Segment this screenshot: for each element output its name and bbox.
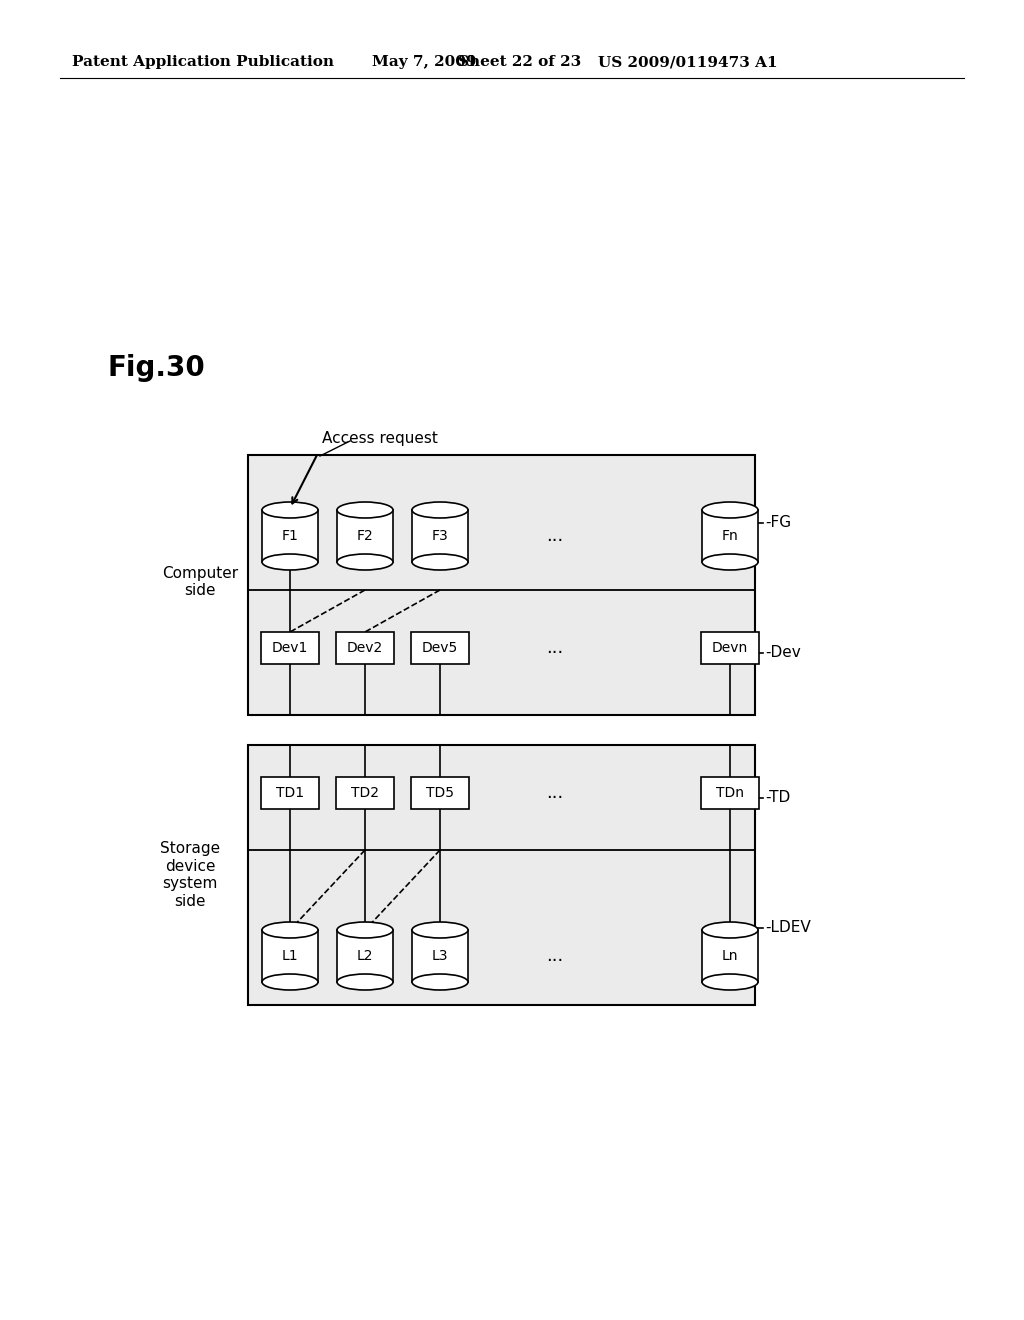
Text: -LDEV: -LDEV (765, 920, 811, 935)
Bar (336, 632, 394, 664)
Text: F1: F1 (282, 529, 298, 543)
Text: ...: ... (547, 527, 563, 545)
Text: -Dev: -Dev (765, 645, 801, 660)
Ellipse shape (412, 554, 468, 570)
Text: Fn: Fn (722, 529, 738, 543)
Text: Fig.30: Fig.30 (108, 354, 206, 381)
Bar (411, 632, 469, 664)
Ellipse shape (702, 554, 758, 570)
Bar (412, 931, 468, 982)
Ellipse shape (262, 921, 318, 939)
Ellipse shape (337, 921, 393, 939)
Text: US 2009/0119473 A1: US 2009/0119473 A1 (598, 55, 777, 69)
Text: ...: ... (547, 639, 563, 657)
Bar (701, 777, 759, 809)
Bar (248, 455, 755, 715)
Text: Patent Application Publication: Patent Application Publication (72, 55, 334, 69)
Ellipse shape (262, 502, 318, 517)
Ellipse shape (337, 974, 393, 990)
Ellipse shape (262, 554, 318, 570)
Text: -FG: -FG (765, 515, 792, 531)
Text: Sheet 22 of 23: Sheet 22 of 23 (458, 55, 582, 69)
Text: ...: ... (547, 946, 563, 965)
Text: TD5: TD5 (426, 785, 454, 800)
Bar (411, 777, 469, 809)
Text: Access request: Access request (323, 430, 438, 446)
Text: L2: L2 (356, 949, 374, 964)
Text: -TD: -TD (765, 789, 791, 805)
Text: May 7, 2009: May 7, 2009 (372, 55, 476, 69)
Text: Dev5: Dev5 (422, 642, 458, 655)
Ellipse shape (702, 974, 758, 990)
Text: Computer
side: Computer side (162, 566, 238, 598)
Bar (336, 777, 394, 809)
Ellipse shape (702, 921, 758, 939)
Text: Dev2: Dev2 (347, 642, 383, 655)
Ellipse shape (262, 974, 318, 990)
Bar (337, 510, 393, 562)
Text: TD2: TD2 (351, 785, 379, 800)
Bar (262, 510, 318, 562)
Bar (701, 632, 759, 664)
Text: F3: F3 (432, 529, 449, 543)
Text: L1: L1 (282, 949, 298, 964)
Text: Ln: Ln (722, 949, 738, 964)
Text: Storage
device
system
side: Storage device system side (160, 841, 220, 908)
Bar (261, 777, 319, 809)
Bar (702, 931, 758, 982)
Text: TD1: TD1 (275, 785, 304, 800)
Text: TDn: TDn (716, 785, 744, 800)
Text: ...: ... (547, 784, 563, 803)
Bar (262, 931, 318, 982)
Text: L3: L3 (432, 949, 449, 964)
Bar (261, 632, 319, 664)
Bar (248, 744, 755, 1005)
Text: Devn: Devn (712, 642, 749, 655)
Bar (337, 931, 393, 982)
Ellipse shape (702, 502, 758, 517)
Ellipse shape (412, 502, 468, 517)
Ellipse shape (337, 554, 393, 570)
Ellipse shape (412, 921, 468, 939)
Bar (702, 510, 758, 562)
Text: Dev1: Dev1 (271, 642, 308, 655)
Text: F2: F2 (356, 529, 374, 543)
Ellipse shape (337, 502, 393, 517)
Bar (412, 510, 468, 562)
Ellipse shape (412, 974, 468, 990)
